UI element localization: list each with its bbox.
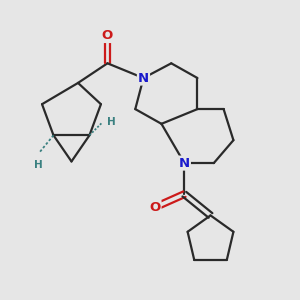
Text: N: N [138,71,149,85]
Text: H: H [107,117,116,127]
Text: O: O [102,29,113,42]
Text: N: N [179,157,190,169]
Text: O: O [149,201,161,214]
Text: H: H [34,160,43,170]
